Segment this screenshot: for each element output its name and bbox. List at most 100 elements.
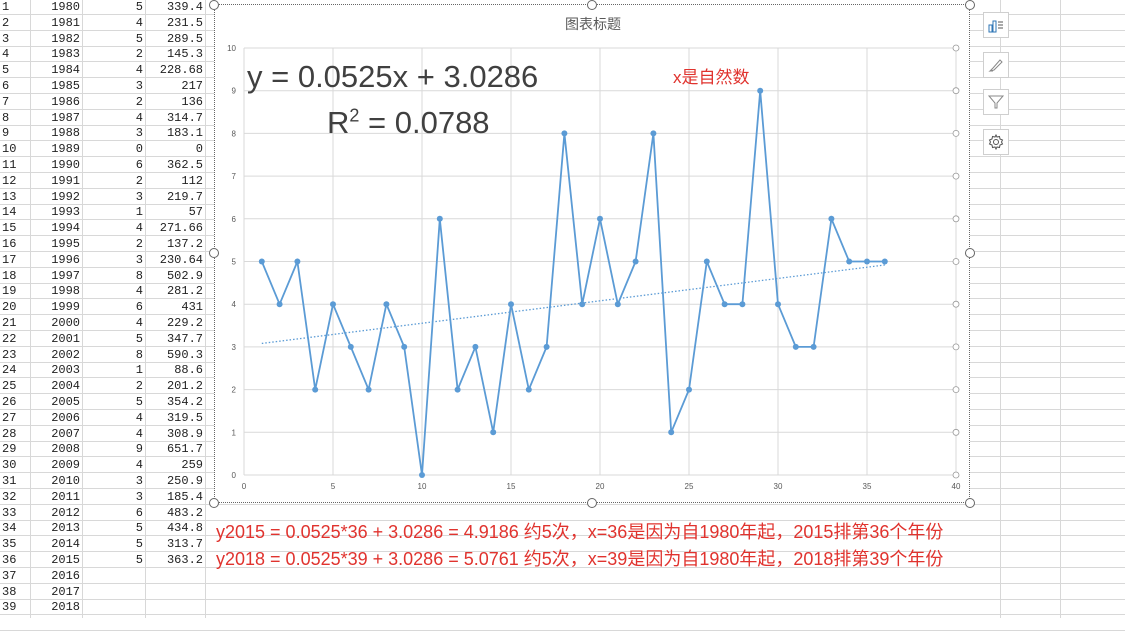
cell-year[interactable]: 1992 [51, 190, 80, 204]
cell-value[interactable]: 339.4 [166, 0, 203, 14]
resize-handle-mr[interactable] [965, 248, 975, 258]
cell-year[interactable]: 1983 [51, 47, 80, 61]
cell-count[interactable]: 4 [135, 111, 143, 125]
row-number[interactable]: 18 [2, 269, 17, 283]
cell-year[interactable]: 2006 [51, 411, 80, 425]
cell-year[interactable]: 2015 [51, 553, 80, 567]
cell-count[interactable]: 2 [135, 237, 143, 251]
cell-year[interactable]: 1996 [51, 253, 80, 267]
row-number[interactable]: 5 [2, 63, 10, 77]
cell-year[interactable]: 1987 [51, 111, 80, 125]
cell-value[interactable]: 250.9 [166, 474, 203, 488]
sheet-row[interactable]: 15 1994 4 271.66 [0, 220, 1125, 236]
row-number[interactable]: 39 [2, 600, 17, 614]
sheet-row[interactable]: 18 1997 8 502.9 [0, 268, 1125, 284]
cell-value[interactable]: 431 [181, 300, 203, 314]
cell-count[interactable]: 2 [135, 174, 143, 188]
row-number[interactable]: 33 [2, 506, 17, 520]
cell-count[interactable]: 5 [135, 332, 143, 346]
cell-count[interactable] [82, 584, 145, 600]
resize-handle-bm[interactable] [587, 498, 597, 508]
cell-year[interactable]: 2010 [51, 474, 80, 488]
cell-value[interactable]: 314.7 [166, 111, 203, 125]
cell-count[interactable]: 1 [135, 205, 143, 219]
cell-year[interactable]: 1991 [51, 174, 80, 188]
cell-year[interactable]: 1986 [51, 95, 80, 109]
sheet-row[interactable]: 28 2007 4 308.9 [0, 426, 1125, 442]
cell-count[interactable]: 2 [135, 379, 143, 393]
sheet-row[interactable]: 17 1996 3 230.64 [0, 252, 1125, 268]
cell-count[interactable]: 4 [135, 411, 143, 425]
cell-value[interactable]: 0 [195, 142, 203, 156]
cell-count[interactable]: 5 [135, 521, 143, 535]
sheet-row[interactable]: 29 2008 9 651.7 [0, 441, 1125, 457]
cell-value[interactable]: 347.7 [166, 332, 203, 346]
cell-year[interactable]: 2004 [51, 379, 80, 393]
row-number[interactable]: 15 [2, 221, 17, 235]
cell-value[interactable]: 136 [181, 95, 203, 109]
cell-value[interactable]: 354.2 [166, 395, 203, 409]
cell-value[interactable]: 483.2 [166, 506, 203, 520]
row-number[interactable]: 34 [2, 521, 17, 535]
cell-value[interactable]: 319.5 [166, 411, 203, 425]
row-number[interactable]: 10 [2, 142, 17, 156]
cell-count[interactable]: 3 [135, 490, 143, 504]
row-number[interactable]: 24 [2, 363, 17, 377]
cell-year[interactable]: 1990 [51, 158, 80, 172]
cell-value[interactable]: 502.9 [166, 269, 203, 283]
sheet-row[interactable]: 34 2013 5 434.8 [0, 520, 1125, 536]
chart-filter-button[interactable] [983, 89, 1009, 115]
row-number[interactable]: 27 [2, 411, 17, 425]
cell-year[interactable]: 1982 [51, 32, 80, 46]
cell-count[interactable]: 8 [135, 348, 143, 362]
row-number[interactable]: 3 [2, 32, 10, 46]
chart-settings-button[interactable] [983, 129, 1009, 155]
cell-value[interactable]: 145.3 [166, 47, 203, 61]
resize-handle-br[interactable] [965, 498, 975, 508]
cell-year[interactable]: 2007 [51, 427, 80, 441]
cell-year[interactable]: 2012 [51, 506, 80, 520]
cell-year[interactable]: 1998 [51, 284, 80, 298]
row-number[interactable]: 36 [2, 553, 17, 567]
cell-value[interactable]: 590.3 [166, 348, 203, 362]
row-number[interactable]: 20 [2, 300, 17, 314]
cell-count[interactable]: 2 [135, 47, 143, 61]
cell-value[interactable] [145, 584, 205, 600]
chart-styles-button[interactable] [983, 52, 1009, 78]
row-number[interactable]: 1 [2, 0, 10, 14]
row-number[interactable]: 29 [2, 442, 17, 456]
sheet-row[interactable]: 24 2003 1 88.6 [0, 362, 1125, 378]
sheet-row[interactable]: 30 2009 4 259 [0, 457, 1125, 473]
row-number[interactable]: 21 [2, 316, 17, 330]
cell-count[interactable]: 3 [135, 126, 143, 140]
row-number[interactable]: 14 [2, 205, 17, 219]
cell-count[interactable]: 1 [135, 363, 143, 377]
row-number[interactable]: 19 [2, 284, 17, 298]
cell-year[interactable]: 2008 [51, 442, 80, 456]
cell-value[interactable]: 362.5 [166, 158, 203, 172]
sheet-row[interactable]: 26 2005 5 354.2 [0, 394, 1125, 410]
cell-count[interactable]: 5 [135, 32, 143, 46]
sheet-row[interactable]: 12 1991 2 112 [0, 173, 1125, 189]
cell-count[interactable]: 5 [135, 0, 143, 14]
cell-value[interactable] [145, 599, 205, 615]
cell-count[interactable]: 6 [135, 158, 143, 172]
sheet-row[interactable]: 31 2010 3 250.9 [0, 473, 1125, 489]
sheet-row[interactable]: 16 1995 2 137.2 [0, 236, 1125, 252]
cell-count[interactable]: 3 [135, 79, 143, 93]
resize-handle-tl[interactable] [209, 0, 219, 10]
sheet-row[interactable]: 5 1984 4 228.68 [0, 62, 1125, 78]
cell-value[interactable]: 229.2 [166, 316, 203, 330]
row-number[interactable]: 12 [2, 174, 17, 188]
sheet-row[interactable]: 21 2000 4 229.2 [0, 315, 1125, 331]
row-number[interactable]: 26 [2, 395, 17, 409]
chart-object[interactable]: 图表标题 0 1 2 3 4 5 6 7 8 9 10 0 5 10 15 20 25 30 35 40 y = 0.0… [214, 4, 970, 503]
sheet-row[interactable]: 35 2014 5 313.7 [0, 536, 1125, 552]
cell-value[interactable]: 313.7 [166, 537, 203, 551]
cell-value[interactable]: 651.7 [166, 442, 203, 456]
cell-value[interactable]: 57 [188, 205, 203, 219]
sheet-row[interactable]: 6 1985 3 217 [0, 78, 1125, 94]
cell-count[interactable]: 4 [135, 316, 143, 330]
cell-year[interactable]: 1989 [51, 142, 80, 156]
resize-handle-tm[interactable] [587, 0, 597, 10]
